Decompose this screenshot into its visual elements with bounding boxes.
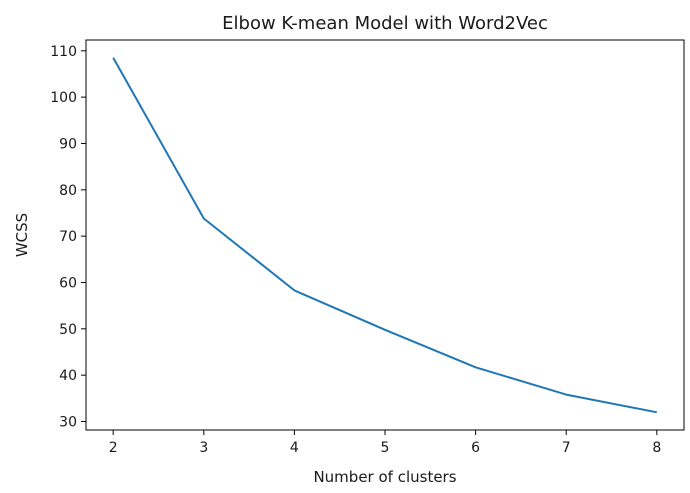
chart-title: Elbow K-mean Model with Word2Vec <box>222 13 548 34</box>
y-tick-label: 50 <box>59 322 77 338</box>
y-tick-label: 40 <box>59 368 77 384</box>
x-tick-label: 2 <box>109 440 118 456</box>
y-tick-label: 100 <box>50 90 77 106</box>
y-tick-label: 110 <box>50 44 77 60</box>
y-tick-label: 90 <box>59 136 77 152</box>
x-axis: 2 3 4 5 6 7 8 <box>109 430 661 456</box>
y-tick-label: 80 <box>59 183 77 199</box>
x-tick-label: 6 <box>471 440 480 456</box>
y-tick-label: 30 <box>59 415 77 431</box>
x-tick-label: 8 <box>652 440 661 456</box>
x-tick-label: 5 <box>381 440 390 456</box>
wcss-line <box>112 57 657 414</box>
x-tick-label: 3 <box>199 440 208 456</box>
x-axis-label: Number of clusters <box>313 468 456 486</box>
x-tick-label: 7 <box>562 440 571 456</box>
x-tick-label: 4 <box>290 440 299 456</box>
y-axis: 30 40 50 60 70 80 90 100 110 <box>50 44 86 431</box>
y-tick-label: 70 <box>59 229 77 245</box>
plot-frame <box>85 39 685 431</box>
y-axis-label: WCSS <box>13 213 31 257</box>
y-tick-label: 60 <box>59 275 77 291</box>
